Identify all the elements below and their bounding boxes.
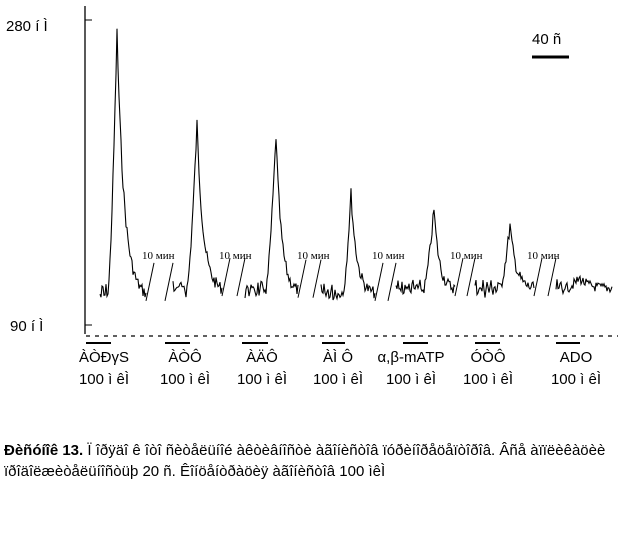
- trace-6: [474, 223, 535, 298]
- break-mark: [164, 262, 174, 301]
- stimulus-name: ÀÒÐγS: [79, 349, 129, 366]
- break-mark: [547, 257, 557, 297]
- trace-4: [320, 188, 376, 301]
- y-tick-label-bottom: 90 í Ì: [10, 318, 43, 335]
- stimulus-dose: 100 ì êÌ: [79, 371, 129, 388]
- traces: [99, 28, 613, 301]
- gap-label: 10 мин: [372, 250, 405, 262]
- stimulus-dose: 100 ì êÌ: [313, 371, 363, 388]
- break-mark: [221, 257, 231, 297]
- stimulus-markers: ÀÒÐγS 100 ì êÌ ÀÒÔ 100 ì êÌ ÀÄÔ 100 ì êÌ ÀÌ Ô 1…: [79, 342, 601, 388]
- break-mark: [387, 262, 397, 301]
- trace-5: [395, 209, 456, 296]
- stimulus-dose: 100 ì êÌ: [551, 371, 601, 388]
- gap-label: 10 мин: [527, 250, 560, 262]
- trace-1: [99, 28, 147, 299]
- gap-label: 10 мин: [450, 250, 483, 262]
- break-mark: [374, 262, 384, 301]
- stimulus-name: ADO: [560, 349, 593, 366]
- y-tick-label-top: 280 í Ì: [6, 18, 48, 35]
- break-mark: [454, 257, 464, 297]
- break-mark: [312, 259, 322, 298]
- stimulus-name: ÀÌ Ô: [323, 349, 353, 366]
- stimulus-name: ÀÄÔ: [246, 349, 278, 366]
- figure-caption: Ðèñóíîê 13. Ï îðÿäî ê îòî ñèòåëüíîé àêòè…: [4, 440, 616, 482]
- stimulus-dose: 100 ì êÌ: [386, 371, 436, 388]
- stimulus-dose: 100 ì êÌ: [160, 371, 210, 388]
- trace-3: [244, 139, 299, 299]
- stimulus-dose: 100 ì êÌ: [463, 371, 513, 388]
- stimulus-name: ÓÒÔ: [470, 349, 505, 366]
- calcium-response-chart: 280 í Ì 90 í Ì 40 ñ 10 мин 10 мин 10 мин 10…: [6, 6, 618, 388]
- break-mark: [145, 262, 155, 301]
- scale-bar-label: 40 ñ: [532, 31, 561, 48]
- gap-labels: 10 мин 10 мин 10 мин 10 мин 10 мин 10 мин: [142, 250, 560, 262]
- trace-2: [172, 119, 223, 298]
- break-mark: [297, 259, 307, 298]
- break-mark: [533, 257, 543, 297]
- break-mark: [466, 257, 476, 297]
- gap-label: 10 мин: [142, 250, 175, 262]
- stimulus-dose: 100 ì êÌ: [237, 371, 287, 388]
- stimulus-name: α,β-mATP: [377, 349, 444, 366]
- stimulus-name: ÀÒÔ: [168, 349, 201, 366]
- trace-7: [555, 274, 613, 296]
- gap-label: 10 мин: [297, 250, 330, 262]
- caption-label: Ðèñóíîê 13.: [4, 442, 84, 459]
- caption-text: Ï îðÿäî ê îòî ñèòåëüíîé àêòèâíîñòè àãîíè…: [4, 442, 606, 480]
- break-mark: [236, 257, 246, 297]
- gap-label: 10 мин: [219, 250, 252, 262]
